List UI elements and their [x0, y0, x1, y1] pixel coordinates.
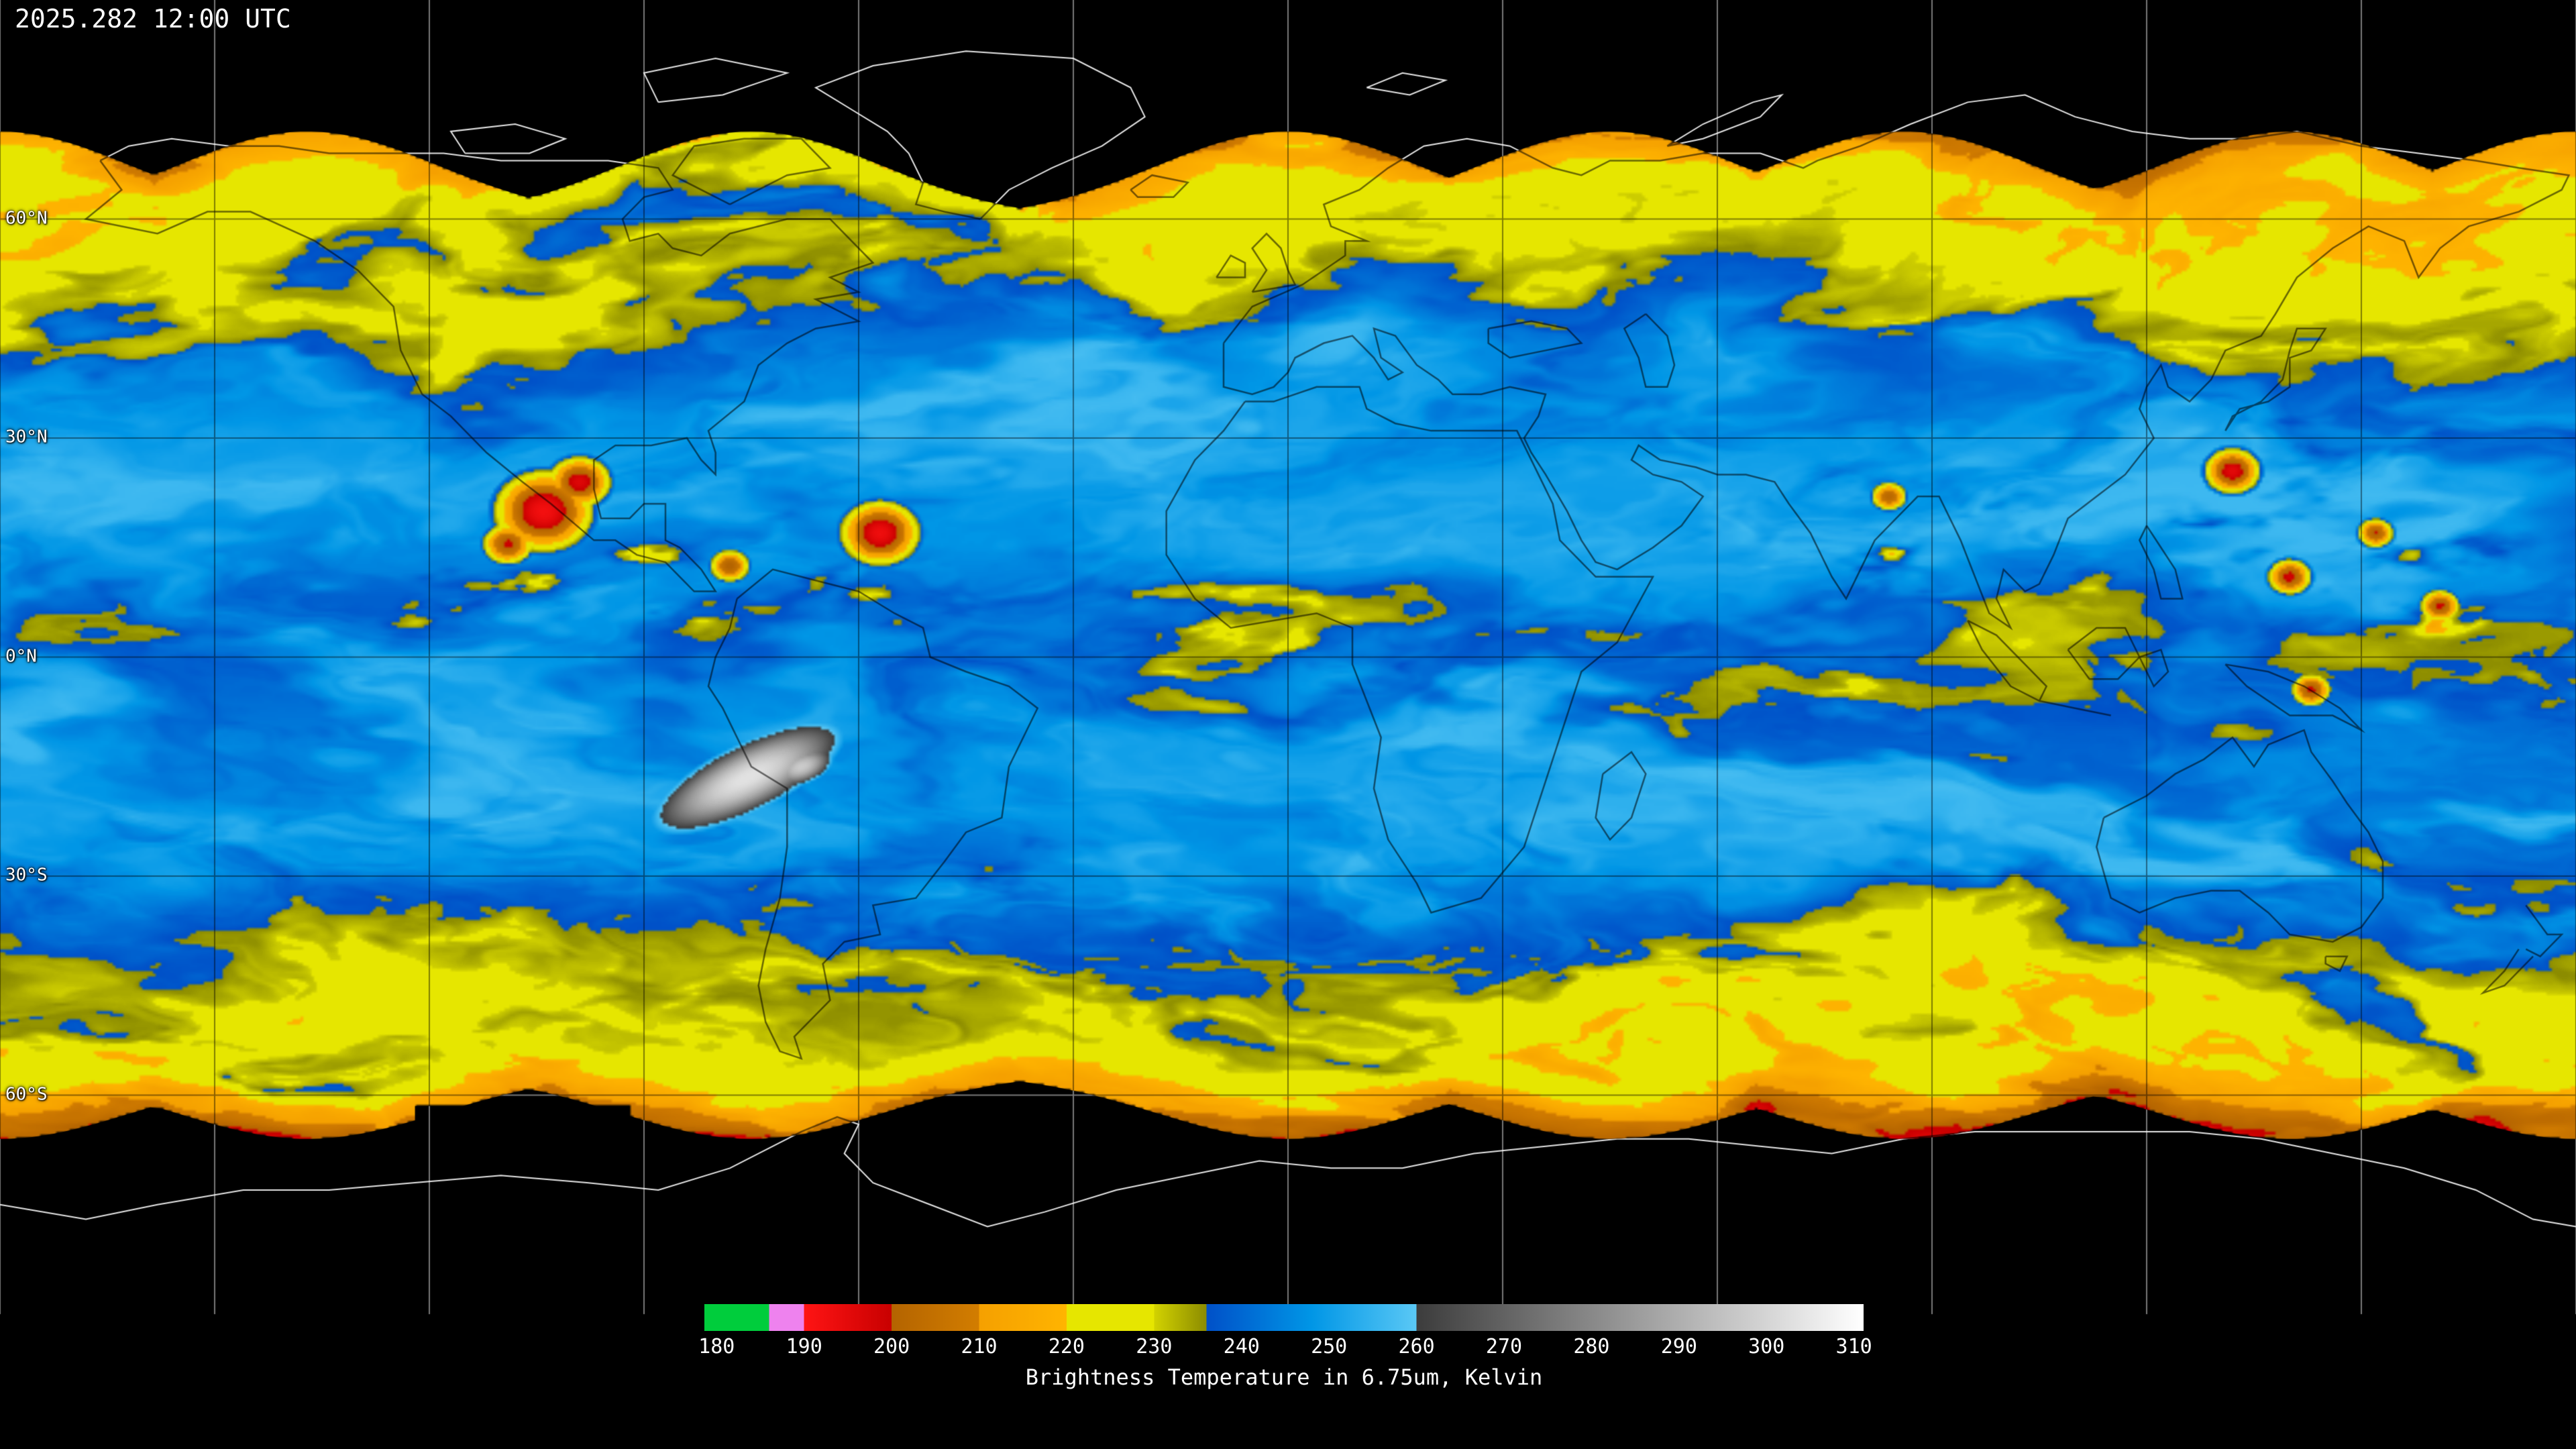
- colorbar-tick: 300: [1748, 1335, 1785, 1358]
- colorbar-tick: 280: [1573, 1335, 1610, 1358]
- colorbar-tick-labels: 180 190 200 210 220 230 240 250 260 270 280 290 300 3…: [698, 1334, 1872, 1360]
- colorbar-tick: 290: [1660, 1335, 1697, 1358]
- colorbar-tick: 240: [1223, 1335, 1260, 1358]
- latitude-label: 0°N: [5, 646, 37, 666]
- colorbar-tick: 250: [1311, 1335, 1348, 1358]
- colorbar-tick: 260: [1398, 1335, 1435, 1358]
- colorbar-gradient: [704, 1304, 1864, 1331]
- latitude-label: 30°N: [5, 427, 48, 447]
- colorbar-tick: 220: [1048, 1335, 1085, 1358]
- timestamp-label: 2025.282 12:00 UTC: [15, 4, 291, 34]
- latitude-label: 30°S: [5, 865, 48, 885]
- latitude-label: 60°N: [5, 208, 48, 228]
- colorbar-tick: 200: [873, 1335, 910, 1358]
- colorbar-tick: 230: [1136, 1335, 1173, 1358]
- colorbar: 180 190 200 210 220 230 240 250 260 270 280 290 300 3…: [698, 1304, 1872, 1390]
- colorbar-tick: 190: [786, 1335, 822, 1358]
- colorbar-caption: Brightness Temperature in 6.75um, Kelvin: [1025, 1364, 1543, 1390]
- colorbar-tick: 180: [698, 1335, 735, 1358]
- latitude-label: 60°S: [5, 1084, 48, 1104]
- colorbar-tick: 210: [961, 1335, 998, 1358]
- colorbar-tick: 270: [1485, 1335, 1523, 1358]
- colorbar-tick: 310: [1835, 1335, 1872, 1358]
